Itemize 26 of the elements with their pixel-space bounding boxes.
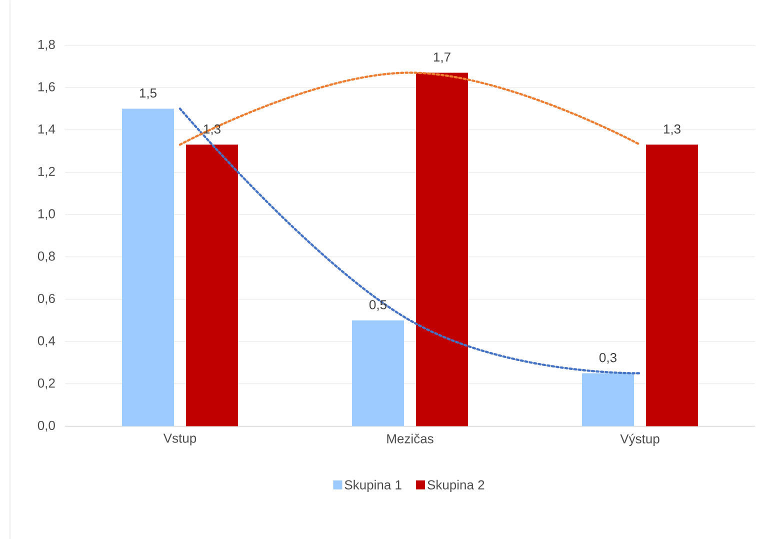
bar <box>352 320 404 426</box>
y-tick-label: 0,2 <box>38 378 55 390</box>
y-tick-label: 0,0 <box>38 420 55 432</box>
bar <box>186 144 238 426</box>
x-tick-label: Mezičas <box>387 434 434 444</box>
y-tick-label: 1,4 <box>38 124 56 135</box>
y-tick-label: 1,8 <box>38 40 55 50</box>
y-tick-label: 1,2 <box>38 166 55 178</box>
x-tick-label: Výstup <box>620 434 660 446</box>
x-tick-label: Vstup <box>163 434 196 446</box>
data-label: 1,7 <box>434 52 450 63</box>
legend-label: Skupina 1 <box>344 480 402 492</box>
y-tick-label: 0,6 <box>38 294 55 304</box>
bar <box>582 373 634 426</box>
y-tick-label: 1,6 <box>38 82 55 93</box>
data-label: 0,3 <box>599 352 616 364</box>
y-tick-label: 1,0 <box>38 208 55 220</box>
legend-label: Skupina 2 <box>428 480 484 492</box>
bar <box>646 144 698 426</box>
bar <box>416 72 468 426</box>
bar <box>122 108 174 426</box>
data-label: 1,5 <box>140 88 156 99</box>
y-tick-label: 0,8 <box>38 251 55 262</box>
y-tick-label: 0,4 <box>38 336 56 347</box>
data-label: 0,5 <box>369 300 386 311</box>
data-label: 1,3 <box>664 124 680 135</box>
